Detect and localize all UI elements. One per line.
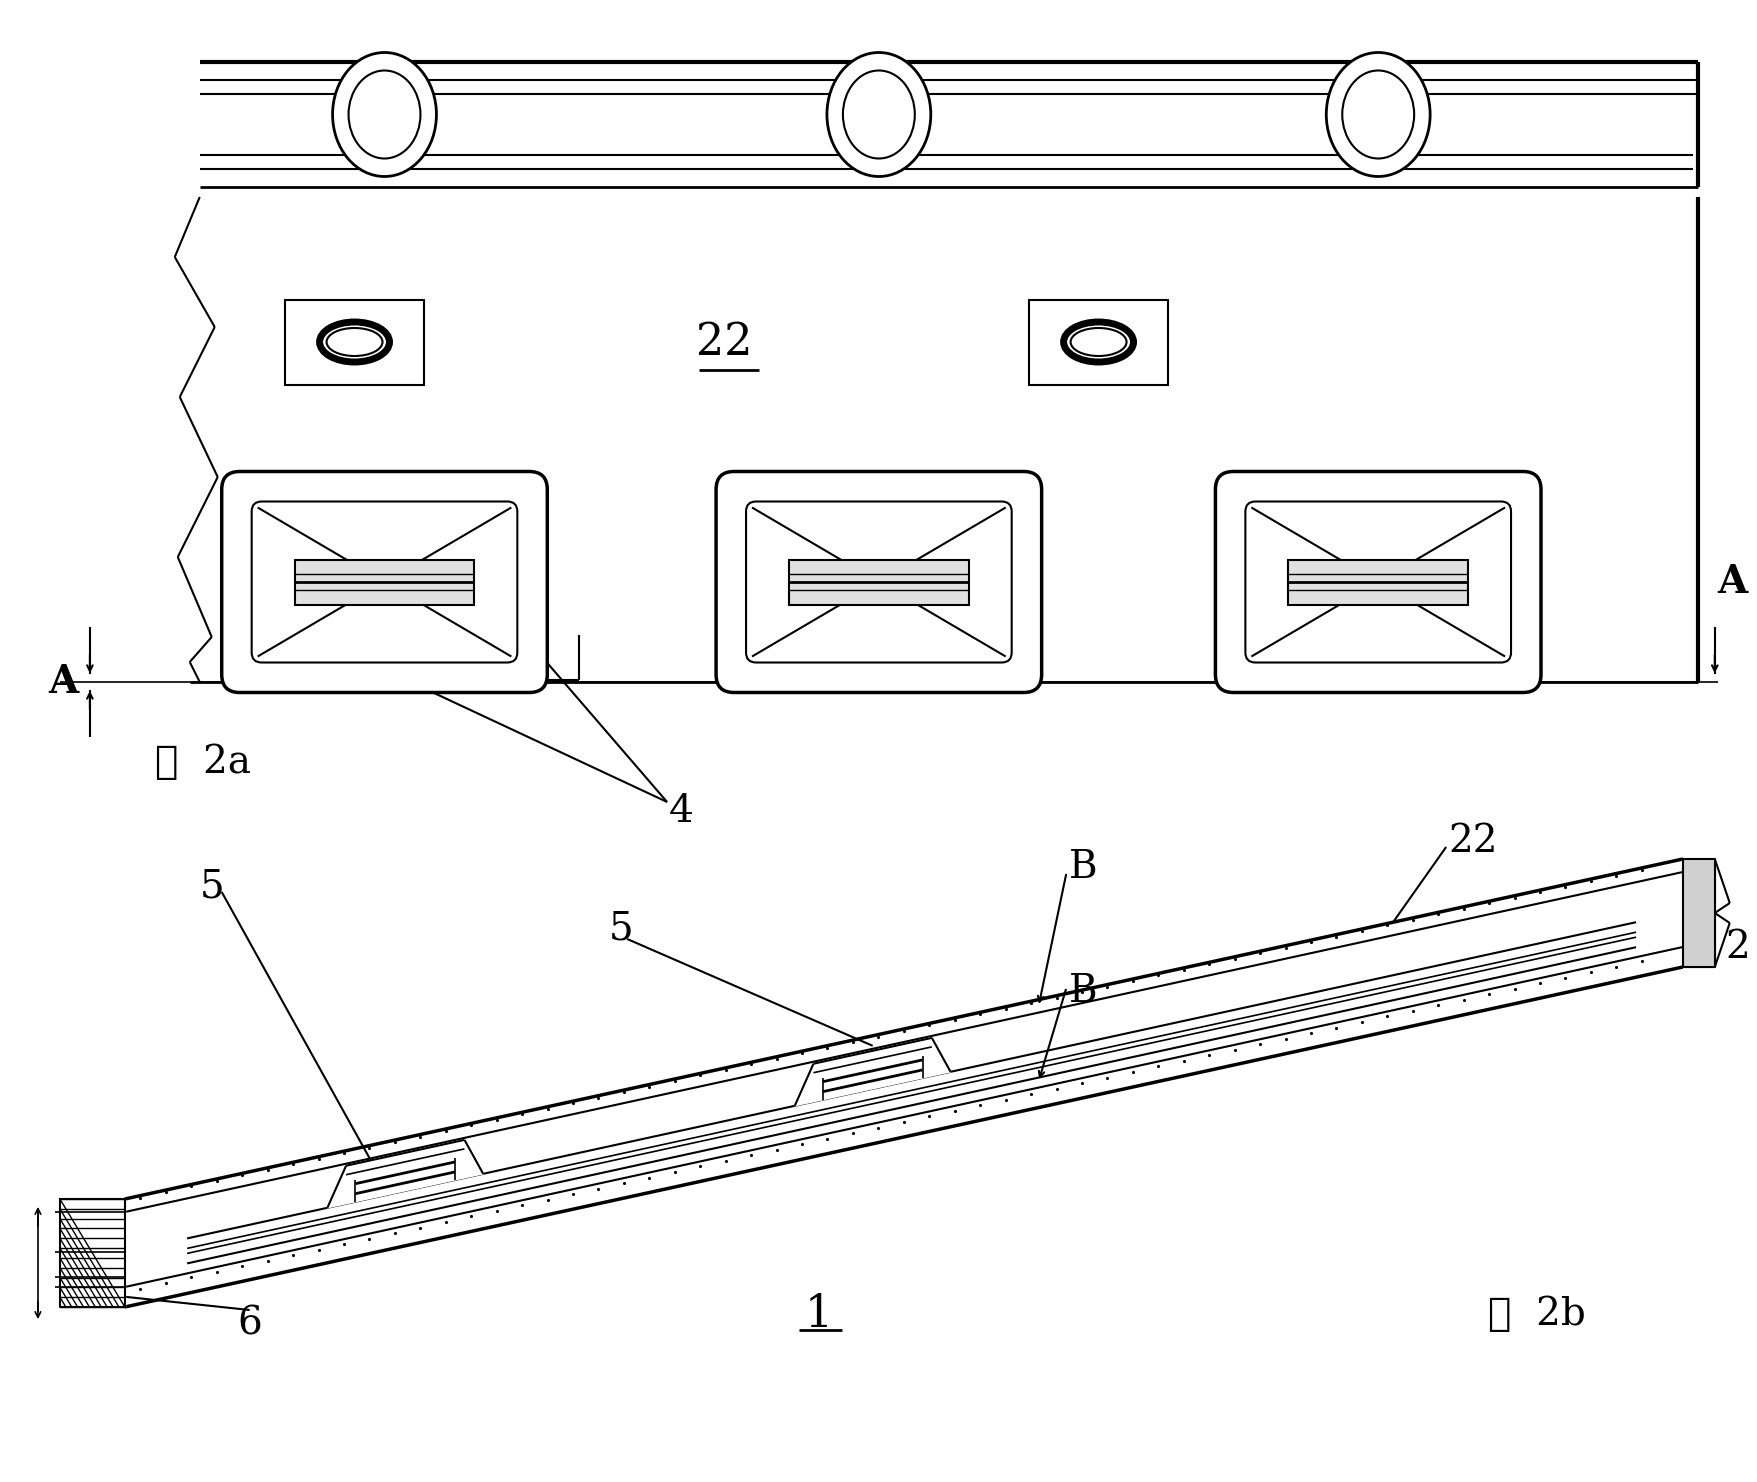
Ellipse shape	[1070, 328, 1126, 356]
Polygon shape	[1683, 860, 1715, 966]
Text: A: A	[1718, 563, 1748, 602]
FancyBboxPatch shape	[1216, 471, 1541, 692]
FancyBboxPatch shape	[1246, 501, 1511, 662]
Bar	[1288, 560, 1469, 605]
Polygon shape	[794, 1037, 951, 1106]
Text: 1: 1	[805, 1292, 833, 1335]
Bar	[789, 560, 968, 605]
Ellipse shape	[327, 328, 383, 356]
Text: A: A	[47, 662, 77, 701]
Bar	[1028, 299, 1168, 384]
Ellipse shape	[828, 52, 931, 176]
Text: 图  2a: 图 2a	[155, 744, 251, 781]
FancyBboxPatch shape	[251, 501, 517, 662]
Ellipse shape	[1327, 52, 1430, 176]
Ellipse shape	[320, 322, 390, 362]
Text: 22: 22	[1448, 824, 1497, 861]
Ellipse shape	[1063, 322, 1133, 362]
Ellipse shape	[332, 52, 436, 176]
Ellipse shape	[348, 71, 420, 159]
Text: 22: 22	[696, 320, 752, 363]
FancyBboxPatch shape	[747, 501, 1012, 662]
Text: 2: 2	[1725, 929, 1750, 965]
Polygon shape	[60, 1199, 125, 1307]
Text: 4: 4	[669, 793, 694, 830]
Text: 图  2b: 图 2b	[1488, 1295, 1587, 1332]
Text: 5: 5	[200, 868, 225, 906]
FancyBboxPatch shape	[717, 471, 1042, 692]
Text: 6: 6	[237, 1306, 262, 1343]
FancyBboxPatch shape	[221, 471, 546, 692]
Text: 5: 5	[610, 910, 634, 947]
Bar	[285, 299, 425, 384]
Polygon shape	[327, 1140, 483, 1208]
Text: B: B	[1068, 849, 1096, 886]
Ellipse shape	[843, 71, 915, 159]
Text: B: B	[1068, 974, 1096, 1011]
Bar	[295, 560, 474, 605]
Ellipse shape	[1342, 71, 1414, 159]
